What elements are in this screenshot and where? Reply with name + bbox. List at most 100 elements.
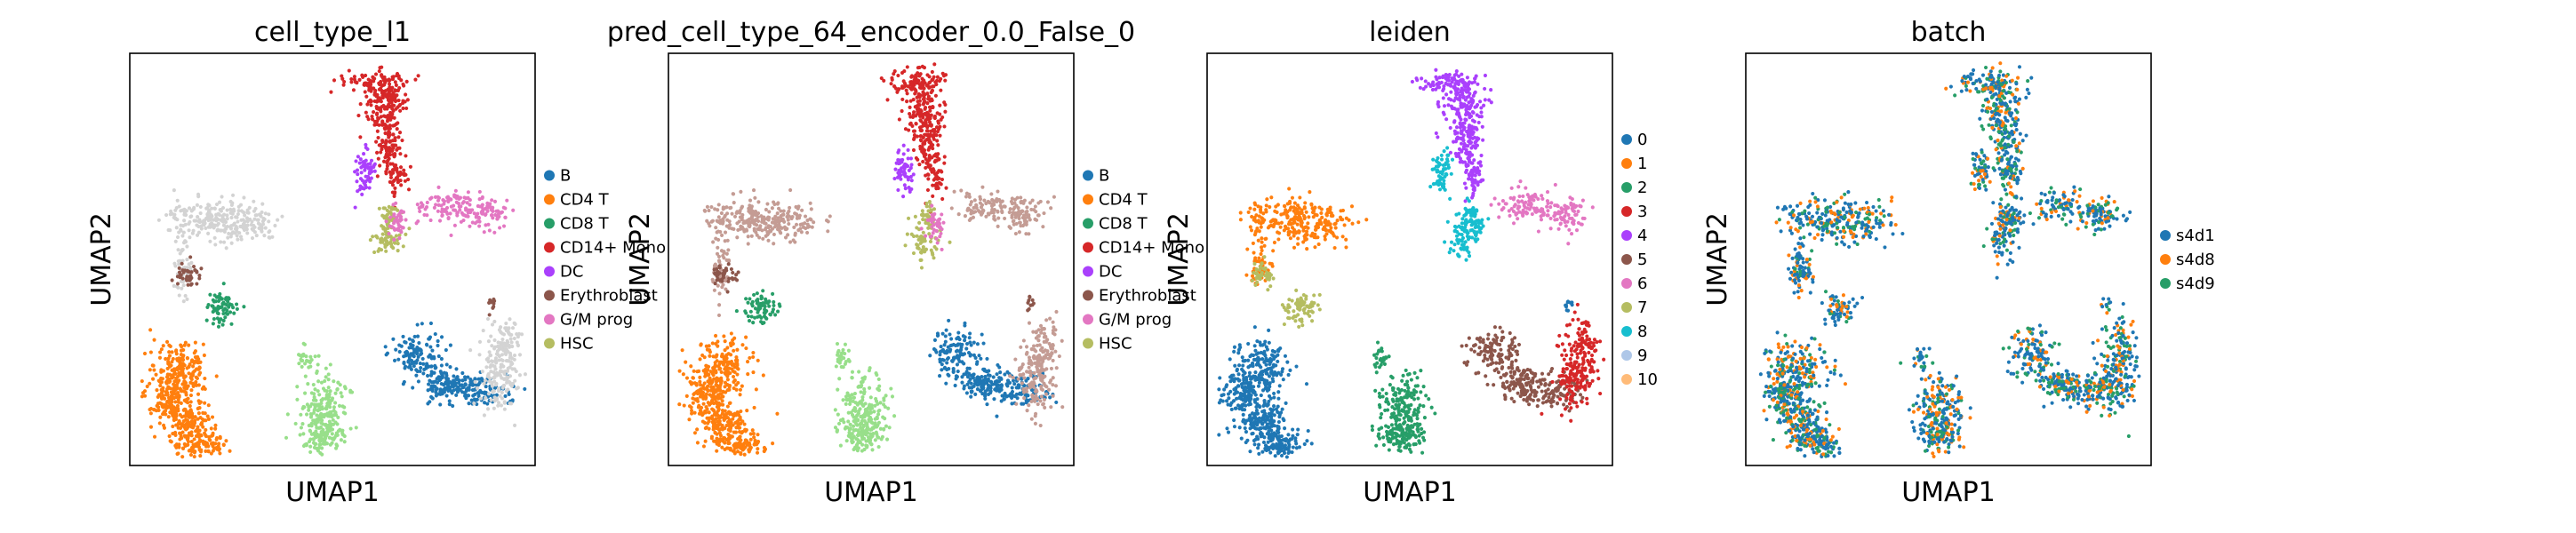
legend-marker — [544, 242, 555, 253]
cell-point — [1044, 339, 1049, 344]
cell-point — [353, 170, 357, 174]
cell-point — [188, 235, 192, 240]
cell-point — [379, 248, 384, 252]
cell-point — [181, 418, 186, 424]
cell-point — [422, 367, 427, 372]
cell-point — [397, 236, 402, 241]
cell-point — [906, 163, 910, 169]
cell-point — [206, 444, 211, 449]
cell-point — [333, 391, 338, 395]
cell-point — [715, 436, 719, 441]
cell-point — [335, 387, 340, 392]
cell-point — [433, 363, 437, 368]
cell-point — [500, 390, 504, 394]
cell-point — [924, 153, 928, 157]
cell-point — [199, 421, 204, 426]
cell-point — [921, 159, 925, 164]
cell-point — [681, 372, 685, 377]
cell-point — [922, 91, 926, 96]
cell-point — [734, 426, 739, 430]
cell-point — [365, 147, 370, 152]
cell-point — [1003, 391, 1007, 396]
cell-point — [448, 365, 452, 370]
cell-point — [209, 426, 213, 431]
cell-point — [835, 341, 840, 346]
cell-point — [864, 412, 868, 417]
cell-point — [486, 222, 491, 227]
cell-point — [930, 219, 934, 225]
cell-point — [280, 214, 284, 219]
cell-point — [388, 123, 392, 128]
cell-point — [227, 231, 231, 236]
cell-point — [238, 235, 244, 239]
cell-point — [183, 222, 188, 227]
cell-point — [315, 370, 319, 376]
cell-point — [744, 335, 748, 339]
cell-point — [718, 414, 723, 418]
cell-point — [496, 401, 501, 405]
cell-point — [320, 452, 324, 457]
cell-point — [390, 190, 395, 195]
cell-point — [939, 345, 943, 349]
cell-point — [720, 427, 725, 432]
cell-point — [1031, 330, 1036, 334]
cell-point — [505, 198, 509, 203]
cell-point — [397, 172, 402, 177]
cell-point — [228, 449, 232, 453]
cell-point — [401, 244, 405, 249]
cell-point — [833, 408, 837, 412]
cell-point — [919, 258, 924, 262]
cell-point — [735, 235, 740, 240]
cell-point — [337, 403, 342, 408]
cell-point — [377, 206, 381, 211]
cell-point — [182, 389, 187, 394]
cell-point — [842, 420, 846, 425]
cell-point — [470, 208, 475, 212]
cell-point — [738, 434, 742, 439]
cell-point — [398, 165, 404, 170]
cell-point — [411, 338, 415, 343]
cell-point — [722, 256, 726, 260]
cell-point — [196, 417, 200, 421]
cell-point — [438, 389, 443, 394]
cell-point — [178, 359, 182, 364]
cell-point — [710, 277, 715, 282]
cell-point — [416, 74, 420, 78]
cell-point — [722, 334, 726, 338]
cell-point — [1038, 376, 1043, 380]
cell-point — [793, 233, 797, 237]
cell-point — [164, 375, 170, 379]
cell-point — [161, 394, 165, 398]
cell-point — [363, 83, 367, 87]
cell-point — [923, 148, 927, 153]
cell-point — [380, 120, 385, 124]
cell-point — [396, 98, 401, 103]
cell-point — [924, 129, 929, 133]
cell-point — [884, 394, 888, 398]
cell-point — [262, 234, 267, 238]
cell-point — [309, 412, 314, 418]
cell-point — [698, 375, 702, 379]
cell-point — [492, 319, 497, 324]
cell-point — [715, 423, 720, 427]
cell-point — [384, 152, 388, 156]
cell-point — [478, 388, 483, 394]
cell-point — [997, 376, 1002, 380]
cell-point — [259, 214, 263, 219]
cell-point — [751, 350, 756, 355]
cell-point — [482, 230, 486, 235]
cell-point — [507, 343, 512, 348]
cell-point — [939, 169, 943, 173]
cell-point — [725, 362, 730, 367]
cluster-dc — [892, 143, 916, 199]
cell-point — [476, 391, 480, 395]
cell-point — [940, 212, 944, 217]
cell-point — [705, 204, 709, 209]
cell-point — [311, 398, 316, 402]
cell-point — [712, 288, 716, 292]
cell-point — [952, 189, 956, 194]
cell-point — [254, 234, 259, 238]
cell-point — [375, 174, 380, 179]
cell-point — [331, 422, 336, 426]
cell-point — [900, 97, 905, 102]
